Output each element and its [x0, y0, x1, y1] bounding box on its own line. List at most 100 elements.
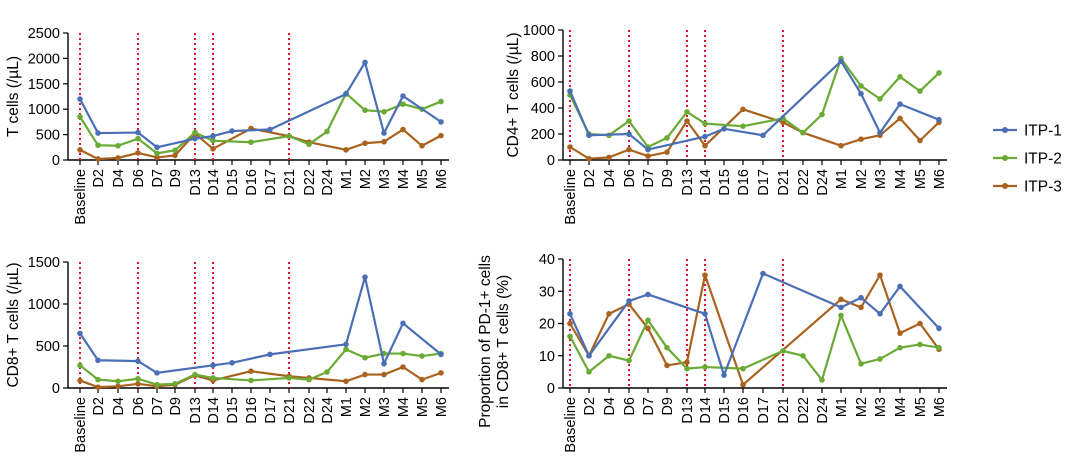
- x-tick-label: M1: [834, 169, 850, 189]
- data-point-itp-2: [702, 120, 708, 127]
- data-point-itp-2: [154, 150, 160, 157]
- data-point-itp-2: [192, 371, 198, 378]
- data-point-itp-1: [626, 131, 632, 137]
- x-tick-label: M2: [854, 397, 870, 417]
- data-point-itp-3: [95, 384, 101, 390]
- data-point-itp-2: [645, 317, 651, 324]
- data-point-itp-3: [606, 311, 612, 317]
- y-tick-label: 1000: [28, 102, 60, 118]
- data-point-itp-2: [684, 365, 690, 372]
- x-tick-label: D15: [717, 397, 733, 424]
- x-tick-label: M1: [339, 169, 355, 189]
- x-tick-label: M4: [396, 169, 412, 189]
- data-point-itp-1: [838, 58, 844, 64]
- x-tick-label: D21: [282, 169, 298, 196]
- data-point-itp-3: [343, 378, 349, 385]
- data-point-itp-3: [917, 320, 923, 327]
- x-tick-label: D7: [641, 169, 657, 188]
- x-tick-label: M1: [339, 397, 355, 417]
- data-point-itp-2: [684, 109, 690, 115]
- x-tick-label: M4: [396, 397, 412, 417]
- data-point-itp-2: [135, 375, 141, 382]
- x-tick-label: D4: [111, 397, 127, 416]
- data-point-itp-1: [77, 330, 83, 337]
- data-point-itp-3: [897, 330, 903, 336]
- y-tick-label: 0: [52, 381, 60, 397]
- data-point-itp-2: [897, 74, 903, 80]
- x-tick-label: M5: [415, 169, 431, 189]
- x-tick-label: M2: [854, 169, 870, 189]
- data-point-itp-2: [819, 377, 825, 383]
- data-point-itp-2: [664, 344, 670, 351]
- data-point-itp-3: [877, 272, 883, 278]
- data-point-itp-1: [154, 144, 160, 151]
- x-tick-label: D22: [302, 397, 318, 424]
- x-tick-label: D6: [622, 169, 638, 188]
- data-point-itp-2: [936, 70, 942, 76]
- x-tick-label: D14: [206, 397, 222, 424]
- x-tick-label: M3: [377, 397, 393, 417]
- data-point-itp-2: [419, 353, 425, 359]
- data-point-itp-2: [115, 142, 121, 149]
- y-tick-label: 10: [539, 349, 555, 365]
- legend-marker: [1002, 127, 1008, 133]
- data-point-itp-1: [267, 126, 273, 133]
- x-tick-label: D2: [582, 169, 598, 188]
- x-tick-label: M1: [834, 397, 850, 417]
- legend-marker: [1002, 155, 1008, 161]
- data-point-itp-2: [115, 378, 121, 385]
- x-tick-label: D16: [244, 169, 260, 196]
- x-tick-label: Baseline: [563, 169, 579, 225]
- x-tick-label: D2: [91, 169, 107, 188]
- y-tick-label: 200: [531, 127, 555, 143]
- y-axis-title: Proportion of PD-1+ cells: [477, 255, 494, 428]
- x-tick-label: D7: [150, 169, 166, 188]
- x-tick-label: M6: [434, 169, 450, 189]
- x-tick-label: D9: [168, 397, 184, 416]
- data-point-itp-3: [362, 140, 368, 147]
- y-tick-label: 1000: [523, 23, 555, 39]
- x-tick-label: D21: [282, 397, 298, 424]
- data-point-itp-2: [95, 376, 101, 383]
- data-point-itp-1: [567, 88, 573, 94]
- data-point-itp-1: [760, 132, 766, 139]
- x-tick-label: D13: [680, 397, 696, 424]
- data-point-itp-3: [95, 156, 101, 162]
- x-tick-label: D24: [320, 169, 336, 196]
- data-point-itp-3: [381, 138, 387, 145]
- y-tick-label: 0: [547, 153, 555, 169]
- data-point-itp-1: [897, 283, 903, 290]
- x-tick-label: M3: [377, 169, 393, 189]
- data-point-itp-3: [838, 142, 844, 149]
- data-point-itp-3: [567, 144, 573, 150]
- data-point-itp-2: [858, 83, 864, 89]
- legend: ITP-1 ITP-2 ITP-3: [993, 123, 1062, 196]
- data-point-itp-1: [702, 133, 708, 140]
- data-point-itp-2: [400, 350, 406, 357]
- x-tick-label: M6: [932, 169, 948, 189]
- x-tick-label: D9: [660, 397, 676, 416]
- data-point-itp-3: [248, 368, 254, 375]
- x-tick-label: D17: [756, 397, 772, 424]
- x-tick-label: D17: [263, 397, 279, 424]
- data-point-itp-2: [77, 362, 83, 369]
- data-point-itp-2: [626, 357, 632, 364]
- data-point-itp-3: [172, 152, 178, 159]
- x-tick-label: D2: [91, 397, 107, 416]
- x-tick-label: M3: [873, 397, 889, 417]
- data-point-itp-1: [135, 358, 141, 364]
- data-point-itp-3: [645, 325, 651, 332]
- y-tick-label: 400: [531, 101, 555, 117]
- data-point-itp-2: [172, 147, 178, 154]
- data-point-itp-1: [645, 291, 651, 298]
- data-point-itp-1: [645, 146, 651, 153]
- x-tick-label: D15: [225, 397, 241, 424]
- data-point-itp-1: [362, 59, 368, 66]
- x-tick-label: D16: [244, 397, 260, 424]
- x-tick-label: D4: [602, 397, 618, 416]
- series-line-itp-3: [569, 274, 940, 386]
- x-tick-label: D24: [320, 397, 336, 424]
